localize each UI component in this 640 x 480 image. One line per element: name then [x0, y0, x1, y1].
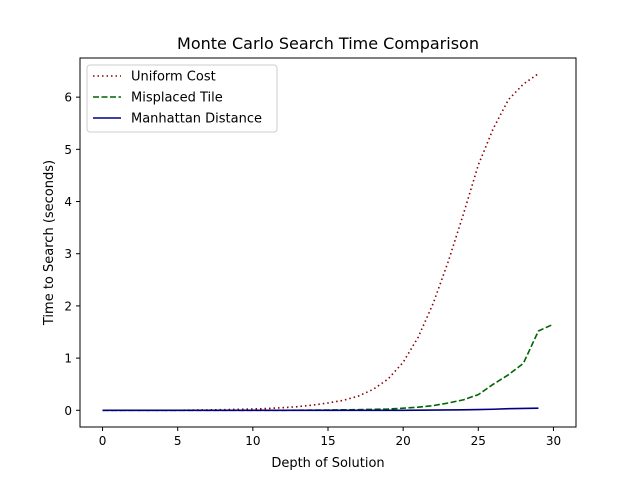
- y-axis-label: Time to Search (seconds): [42, 160, 57, 326]
- chart-title: Monte Carlo Search Time Comparison: [177, 34, 479, 53]
- y-tick-label: 1: [64, 352, 72, 366]
- y-tick-label: 0: [64, 404, 72, 418]
- axis-ticks: 0 5 10 15 20 25 30 0 1 2 3 4 5 6: [64, 91, 561, 448]
- y-tick-label: 6: [64, 91, 72, 105]
- y-tick-label: 4: [64, 195, 72, 209]
- legend-label: Misplaced Tile: [131, 91, 223, 106]
- y-tick-label: 2: [64, 299, 72, 313]
- axes-frame: [79, 57, 577, 428]
- series-line-2: [102, 407, 539, 412]
- y-tick-label: 3: [64, 247, 72, 261]
- legend-label: Uniform Cost: [131, 70, 216, 85]
- x-tick-label: 15: [320, 434, 335, 448]
- x-tick-label: 20: [396, 434, 411, 448]
- x-tick-label: 10: [245, 434, 260, 448]
- y-tick-label: 5: [64, 143, 72, 157]
- plot-lines: [102, 73, 554, 412]
- x-tick-label: 30: [546, 434, 561, 448]
- x-tick-label: 0: [99, 434, 107, 448]
- x-tick-label: 5: [174, 434, 182, 448]
- legend-frame: [86, 64, 278, 133]
- x-tick-label: 25: [471, 434, 486, 448]
- x-axis-label: Depth of Solution: [271, 456, 384, 471]
- legend-label: Manhattan Distance: [131, 112, 262, 127]
- legend: Uniform Cost Misplaced Tile Manhattan Dist…: [86, 64, 278, 133]
